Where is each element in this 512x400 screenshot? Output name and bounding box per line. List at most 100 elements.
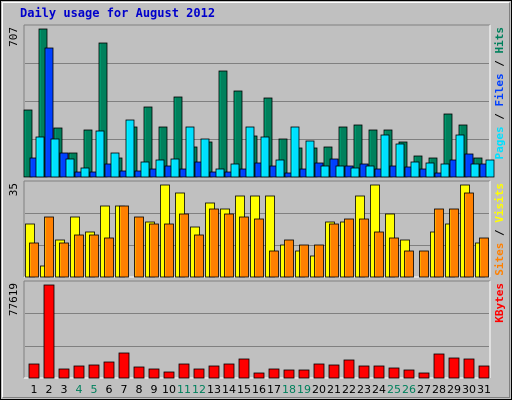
sites-bar bbox=[179, 213, 189, 278]
kbytes-bar bbox=[328, 364, 340, 379]
pages-bar bbox=[320, 165, 330, 178]
x-tick-label: 23 bbox=[357, 383, 371, 396]
panel-0-series-legend: Pages / Files / Hits bbox=[493, 27, 506, 160]
sites-bar bbox=[59, 242, 69, 278]
panel-1-ymax-label: 35 bbox=[7, 183, 20, 196]
sites-bar bbox=[464, 192, 474, 278]
x-tick-label: 16 bbox=[252, 383, 266, 396]
legend-part: Sites bbox=[493, 243, 506, 276]
pages-bar bbox=[425, 162, 435, 178]
kbytes-bar bbox=[463, 358, 475, 379]
kbytes-bar bbox=[73, 365, 85, 379]
x-tick-label: 10 bbox=[162, 383, 176, 396]
sites-bar bbox=[149, 223, 159, 278]
x-tick-label: 29 bbox=[447, 383, 461, 396]
chart-title: Daily usage for August 2012 bbox=[20, 6, 216, 20]
sites-bar bbox=[284, 239, 294, 278]
kbytes-bar bbox=[478, 365, 490, 379]
pages-bar bbox=[200, 138, 210, 178]
kbytes-bar bbox=[388, 367, 400, 379]
kbytes-bar bbox=[403, 369, 415, 379]
pages-bar bbox=[455, 134, 465, 178]
sites-bar bbox=[224, 213, 234, 278]
x-tick-label: 13 bbox=[207, 383, 221, 396]
pages-bar bbox=[290, 126, 300, 178]
x-tick-label: 30 bbox=[462, 383, 476, 396]
x-tick-label: 28 bbox=[432, 383, 446, 396]
x-tick-label: 20 bbox=[312, 383, 326, 396]
pages-bar bbox=[50, 138, 60, 178]
kbytes-bar bbox=[238, 358, 250, 379]
kbytes-bar bbox=[193, 368, 205, 379]
kbytes-bar bbox=[433, 353, 445, 379]
legend-part: Hits bbox=[493, 27, 506, 54]
x-tick-label: 7 bbox=[121, 383, 128, 396]
sites-bar bbox=[359, 218, 369, 278]
kbytes-bar bbox=[43, 284, 55, 379]
sites-bar bbox=[299, 244, 309, 278]
x-tick-label: 11 bbox=[177, 383, 191, 396]
x-tick-label: 17 bbox=[267, 383, 281, 396]
pages-bar bbox=[410, 161, 420, 178]
x-tick-label: 9 bbox=[151, 383, 158, 396]
kbytes-bar bbox=[253, 372, 265, 379]
kbytes-bar bbox=[163, 371, 175, 379]
pages-bar bbox=[35, 136, 45, 178]
pages-bar bbox=[170, 158, 180, 178]
sites-bar bbox=[134, 216, 144, 278]
kbytes-bar bbox=[313, 363, 325, 379]
pages-bar bbox=[335, 165, 345, 178]
x-tick-label: 25 bbox=[387, 383, 401, 396]
sites-bar bbox=[89, 234, 99, 278]
kbytes-bar bbox=[148, 368, 160, 379]
kbytes-bar bbox=[58, 368, 70, 379]
kbytes-bar bbox=[298, 369, 310, 379]
sites-bar bbox=[479, 237, 489, 278]
sites-bar bbox=[374, 231, 384, 278]
pages-bar bbox=[65, 158, 75, 178]
sites-bar bbox=[419, 250, 429, 278]
kbytes-bar bbox=[283, 369, 295, 379]
x-tick-label: 27 bbox=[417, 383, 431, 396]
pages-bar bbox=[110, 152, 120, 178]
legend-part: Files bbox=[493, 73, 506, 106]
sites-bar bbox=[314, 244, 324, 278]
x-tick-label: 4 bbox=[76, 383, 83, 396]
pages-bar bbox=[230, 163, 240, 178]
sites-bar bbox=[254, 218, 264, 278]
panel-2-series-legend: KBytes bbox=[493, 283, 506, 323]
sites-bar bbox=[164, 223, 174, 278]
pages-bar bbox=[485, 159, 495, 178]
files-bar bbox=[44, 47, 54, 178]
kbytes-bar bbox=[178, 363, 190, 379]
sites-bar bbox=[404, 250, 414, 278]
sites-bar bbox=[44, 216, 54, 278]
pages-bar bbox=[440, 163, 450, 178]
pages-bar bbox=[125, 119, 135, 178]
x-tick-label: 19 bbox=[297, 383, 311, 396]
x-tick-label: 8 bbox=[136, 383, 143, 396]
kbytes-bar bbox=[373, 365, 385, 379]
x-tick-label: 22 bbox=[342, 383, 356, 396]
sites-bar bbox=[239, 216, 249, 278]
x-tick-label: 24 bbox=[372, 383, 386, 396]
x-tick-label: 6 bbox=[106, 383, 113, 396]
legend-part: KBytes bbox=[493, 283, 506, 323]
x-tick-label: 2 bbox=[46, 383, 53, 396]
sites-bar bbox=[104, 237, 114, 278]
panel-2-ymax-label: 77619 bbox=[7, 283, 20, 316]
x-tick-label: 14 bbox=[222, 383, 236, 396]
legend-part: / bbox=[493, 223, 506, 243]
kbytes-bar bbox=[268, 368, 280, 379]
pages-bar bbox=[80, 167, 90, 178]
panel-0-ymax-label: 707 bbox=[7, 27, 20, 47]
sites-bar bbox=[119, 205, 129, 278]
x-tick-label: 15 bbox=[237, 383, 251, 396]
kbytes-bar bbox=[358, 365, 370, 379]
kbytes-bar bbox=[88, 364, 100, 379]
pages-bar bbox=[260, 136, 270, 178]
legend-part: / bbox=[493, 107, 506, 127]
pages-bar bbox=[470, 163, 480, 178]
kbytes-bar bbox=[343, 359, 355, 379]
kbytes-bar bbox=[133, 366, 145, 379]
